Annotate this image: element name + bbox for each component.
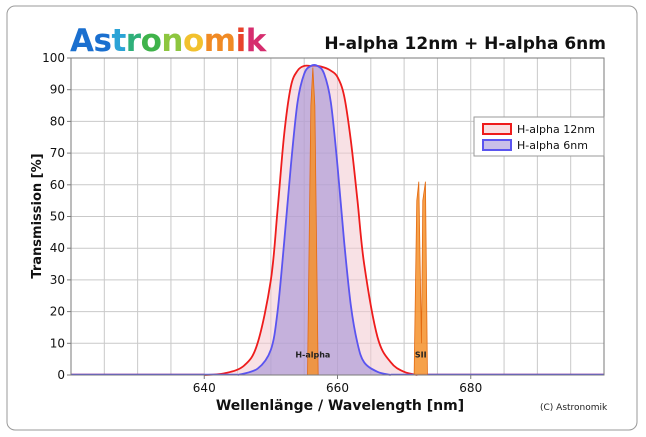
logo-letter: m xyxy=(204,23,236,59)
y-tick-label: 10 xyxy=(50,336,65,350)
series-6nm-line xyxy=(237,64,392,376)
logo-letter: n xyxy=(161,23,183,59)
logo-letter: t xyxy=(111,23,126,59)
logo-letter: A xyxy=(70,23,94,59)
x-axis-ticks: 640 660 680 xyxy=(193,375,482,395)
y-tick-label: 40 xyxy=(50,241,65,255)
x-tick-label: 660 xyxy=(326,381,349,395)
logo-letter: r xyxy=(126,23,142,59)
y-tick-label: 30 xyxy=(50,273,65,287)
emission-line-sii xyxy=(413,181,428,376)
y-tick-label: 100 xyxy=(42,51,65,65)
logo-letter: k xyxy=(246,23,268,59)
astronomik-logo: Astronomik xyxy=(70,23,268,59)
legend: H-alpha 12nm H-alpha 6nm xyxy=(473,116,605,157)
x-tick-label: 680 xyxy=(459,381,482,395)
y-tick-label: 70 xyxy=(50,146,65,160)
logo-letter: o xyxy=(183,23,204,59)
logo-letter: s xyxy=(94,23,112,59)
y-tick-label: 0 xyxy=(57,368,65,382)
legend-label-6nm: H-alpha 6nm xyxy=(517,139,588,152)
legend-label-12nm: H-alpha 12nm xyxy=(517,123,595,136)
legend-swatch-6nm xyxy=(482,139,512,151)
logo-letter: o xyxy=(141,23,162,59)
emission-label: SII xyxy=(415,351,427,360)
copyright-text: (C) Astronomik xyxy=(540,403,608,413)
x-axis-label: Wellenlänge / Wavelength [nm] xyxy=(216,398,464,414)
x-tick-label: 640 xyxy=(193,381,216,395)
y-tick-label: 20 xyxy=(50,305,65,319)
y-tick-label: 90 xyxy=(50,83,65,97)
y-axis-label: Transmission [%] xyxy=(30,153,45,278)
legend-swatch-12nm xyxy=(482,123,512,135)
y-tick-label: 80 xyxy=(50,114,65,128)
emission-label: H-alpha xyxy=(295,351,330,360)
y-tick-label: 60 xyxy=(50,178,65,192)
chart-title: H-alpha 12nm + H-alpha 6nm xyxy=(324,34,606,54)
logo-letter: i xyxy=(236,23,246,59)
y-axis-ticks: 0 10 20 30 40 50 60 70 80 90 100 xyxy=(42,51,71,382)
y-tick-label: 50 xyxy=(50,210,65,224)
